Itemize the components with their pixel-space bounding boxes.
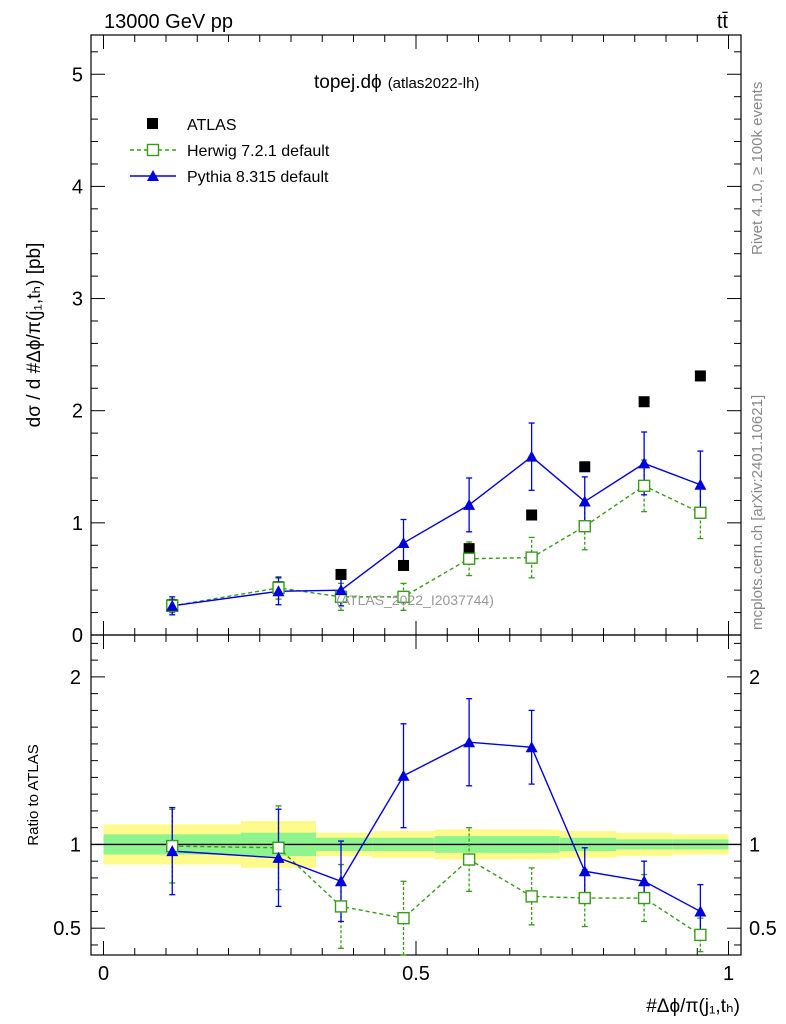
x-tick-label: 0.5: [402, 963, 430, 985]
rivet-label: Rivet 4.1.0, ≥ 100k events: [749, 82, 766, 255]
herwig-ratio-point: [637, 891, 651, 905]
herwig-line: [172, 485, 701, 607]
main-errorbars: [169, 422, 704, 616]
atlas-point: [579, 461, 591, 473]
herwig-ratio-point: [694, 928, 707, 942]
legend-atlas-marker: [147, 118, 158, 129]
pythia-point: [463, 498, 476, 510]
main-y-tick-label: 2: [72, 401, 83, 423]
atlas-point: [638, 396, 650, 408]
atlas-point: [463, 543, 475, 555]
herwig-point: [637, 479, 651, 493]
herwig-ratio-point: [397, 911, 410, 925]
herwig-point: [397, 590, 410, 604]
legend-atlas-label: ATLAS: [187, 117, 237, 134]
legend-herwig-label: Herwig 7.2.1 default: [187, 143, 330, 160]
pythia-ratio-point: [638, 875, 651, 887]
main-series-lines: [172, 455, 701, 607]
pythia-point: [335, 584, 347, 596]
main-y-tick-label: 0: [72, 625, 83, 647]
pythia-ratio-point: [525, 741, 538, 753]
analysis-watermark: (ATLAS_2022_I2037744): [336, 592, 494, 608]
x-axis-label: #Δϕ/π(j₁,tₕ): [646, 996, 740, 1017]
main-y-tick-label: 5: [72, 64, 83, 86]
pythia-point: [397, 537, 410, 549]
header-energy: 13000 GeV pp: [104, 11, 233, 33]
pythia-point: [272, 585, 285, 597]
main-y-axis-label: dσ / d #Δϕ/π(j₁,tₕ) [pb]: [24, 243, 45, 428]
pythia-ratio-point: [166, 845, 179, 857]
x-tick-label: 0: [98, 963, 109, 985]
ratio-y-tick-label-right: 2: [749, 667, 760, 689]
herwig-ratio-point: [525, 890, 538, 903]
plot-title: topej.dϕ (atlas2022-lh): [314, 72, 479, 93]
herwig-point: [578, 520, 591, 533]
main-y-tick-label: 3: [72, 289, 83, 311]
legend-herwig-marker: [146, 143, 160, 157]
herwig-ratio-point: [578, 891, 591, 905]
pythia-point: [525, 450, 538, 462]
x-tick-label: 1: [723, 963, 734, 985]
atlas-point: [335, 568, 347, 580]
ratio-panel-frame: [90, 634, 742, 956]
pythia-point: [166, 599, 179, 611]
ratio-y-tick-label-right: 1: [749, 834, 760, 856]
atlas-point: [526, 509, 538, 521]
pythia-ratio-point: [335, 875, 347, 887]
legend: ATLAS Herwig 7.2.1 default Pythia 8.315 …: [130, 117, 330, 186]
main-y-tick-label: 4: [72, 176, 83, 198]
mcplots-label: mcplots.cern.ch [arXiv:2401.10621]: [749, 395, 766, 630]
herwig-ratio-point: [272, 841, 285, 854]
legend-pythia-marker: [147, 170, 159, 181]
herwig-point: [462, 552, 476, 565]
pythia-point: [638, 457, 651, 469]
pythia-ratio-point: [397, 769, 410, 781]
ratio-y-tick-label: 2: [70, 667, 81, 689]
ratio-axes: 0.5 0.5 1 1 2 2 0 0.5 1: [53, 635, 777, 985]
herwig-point: [525, 551, 538, 564]
legend-pythia-label: Pythia 8.315 default: [187, 169, 329, 186]
header-process: tt̄: [717, 11, 729, 33]
pythia-point: [694, 478, 707, 490]
atlas-point: [398, 559, 409, 571]
pythia-point: [578, 495, 591, 507]
ratio-y-axis-label: Ratio to ATLAS: [25, 744, 42, 845]
pythia-ratio-point: [463, 736, 476, 748]
pythia-ratio-point: [694, 905, 707, 917]
main-markers: [166, 370, 707, 613]
ratio-markers: [166, 736, 707, 942]
ratio-y-tick-label: 0.5: [53, 918, 81, 940]
atlas-point: [694, 370, 706, 382]
ratio-y-tick-label-right: 0.5: [749, 918, 777, 940]
ratio-y-tick-label: 1: [70, 834, 81, 856]
main-axes: 0 1 2 3 4 5: [72, 35, 741, 647]
pythia-ratio-point: [578, 865, 591, 877]
herwig-ratio-point: [334, 900, 348, 913]
main-y-tick-label: 1: [72, 513, 83, 535]
herwig-ratio-point: [462, 853, 476, 866]
pythia-line: [172, 455, 701, 607]
pythia-ratio-point: [272, 851, 285, 863]
herwig-point: [694, 506, 707, 519]
